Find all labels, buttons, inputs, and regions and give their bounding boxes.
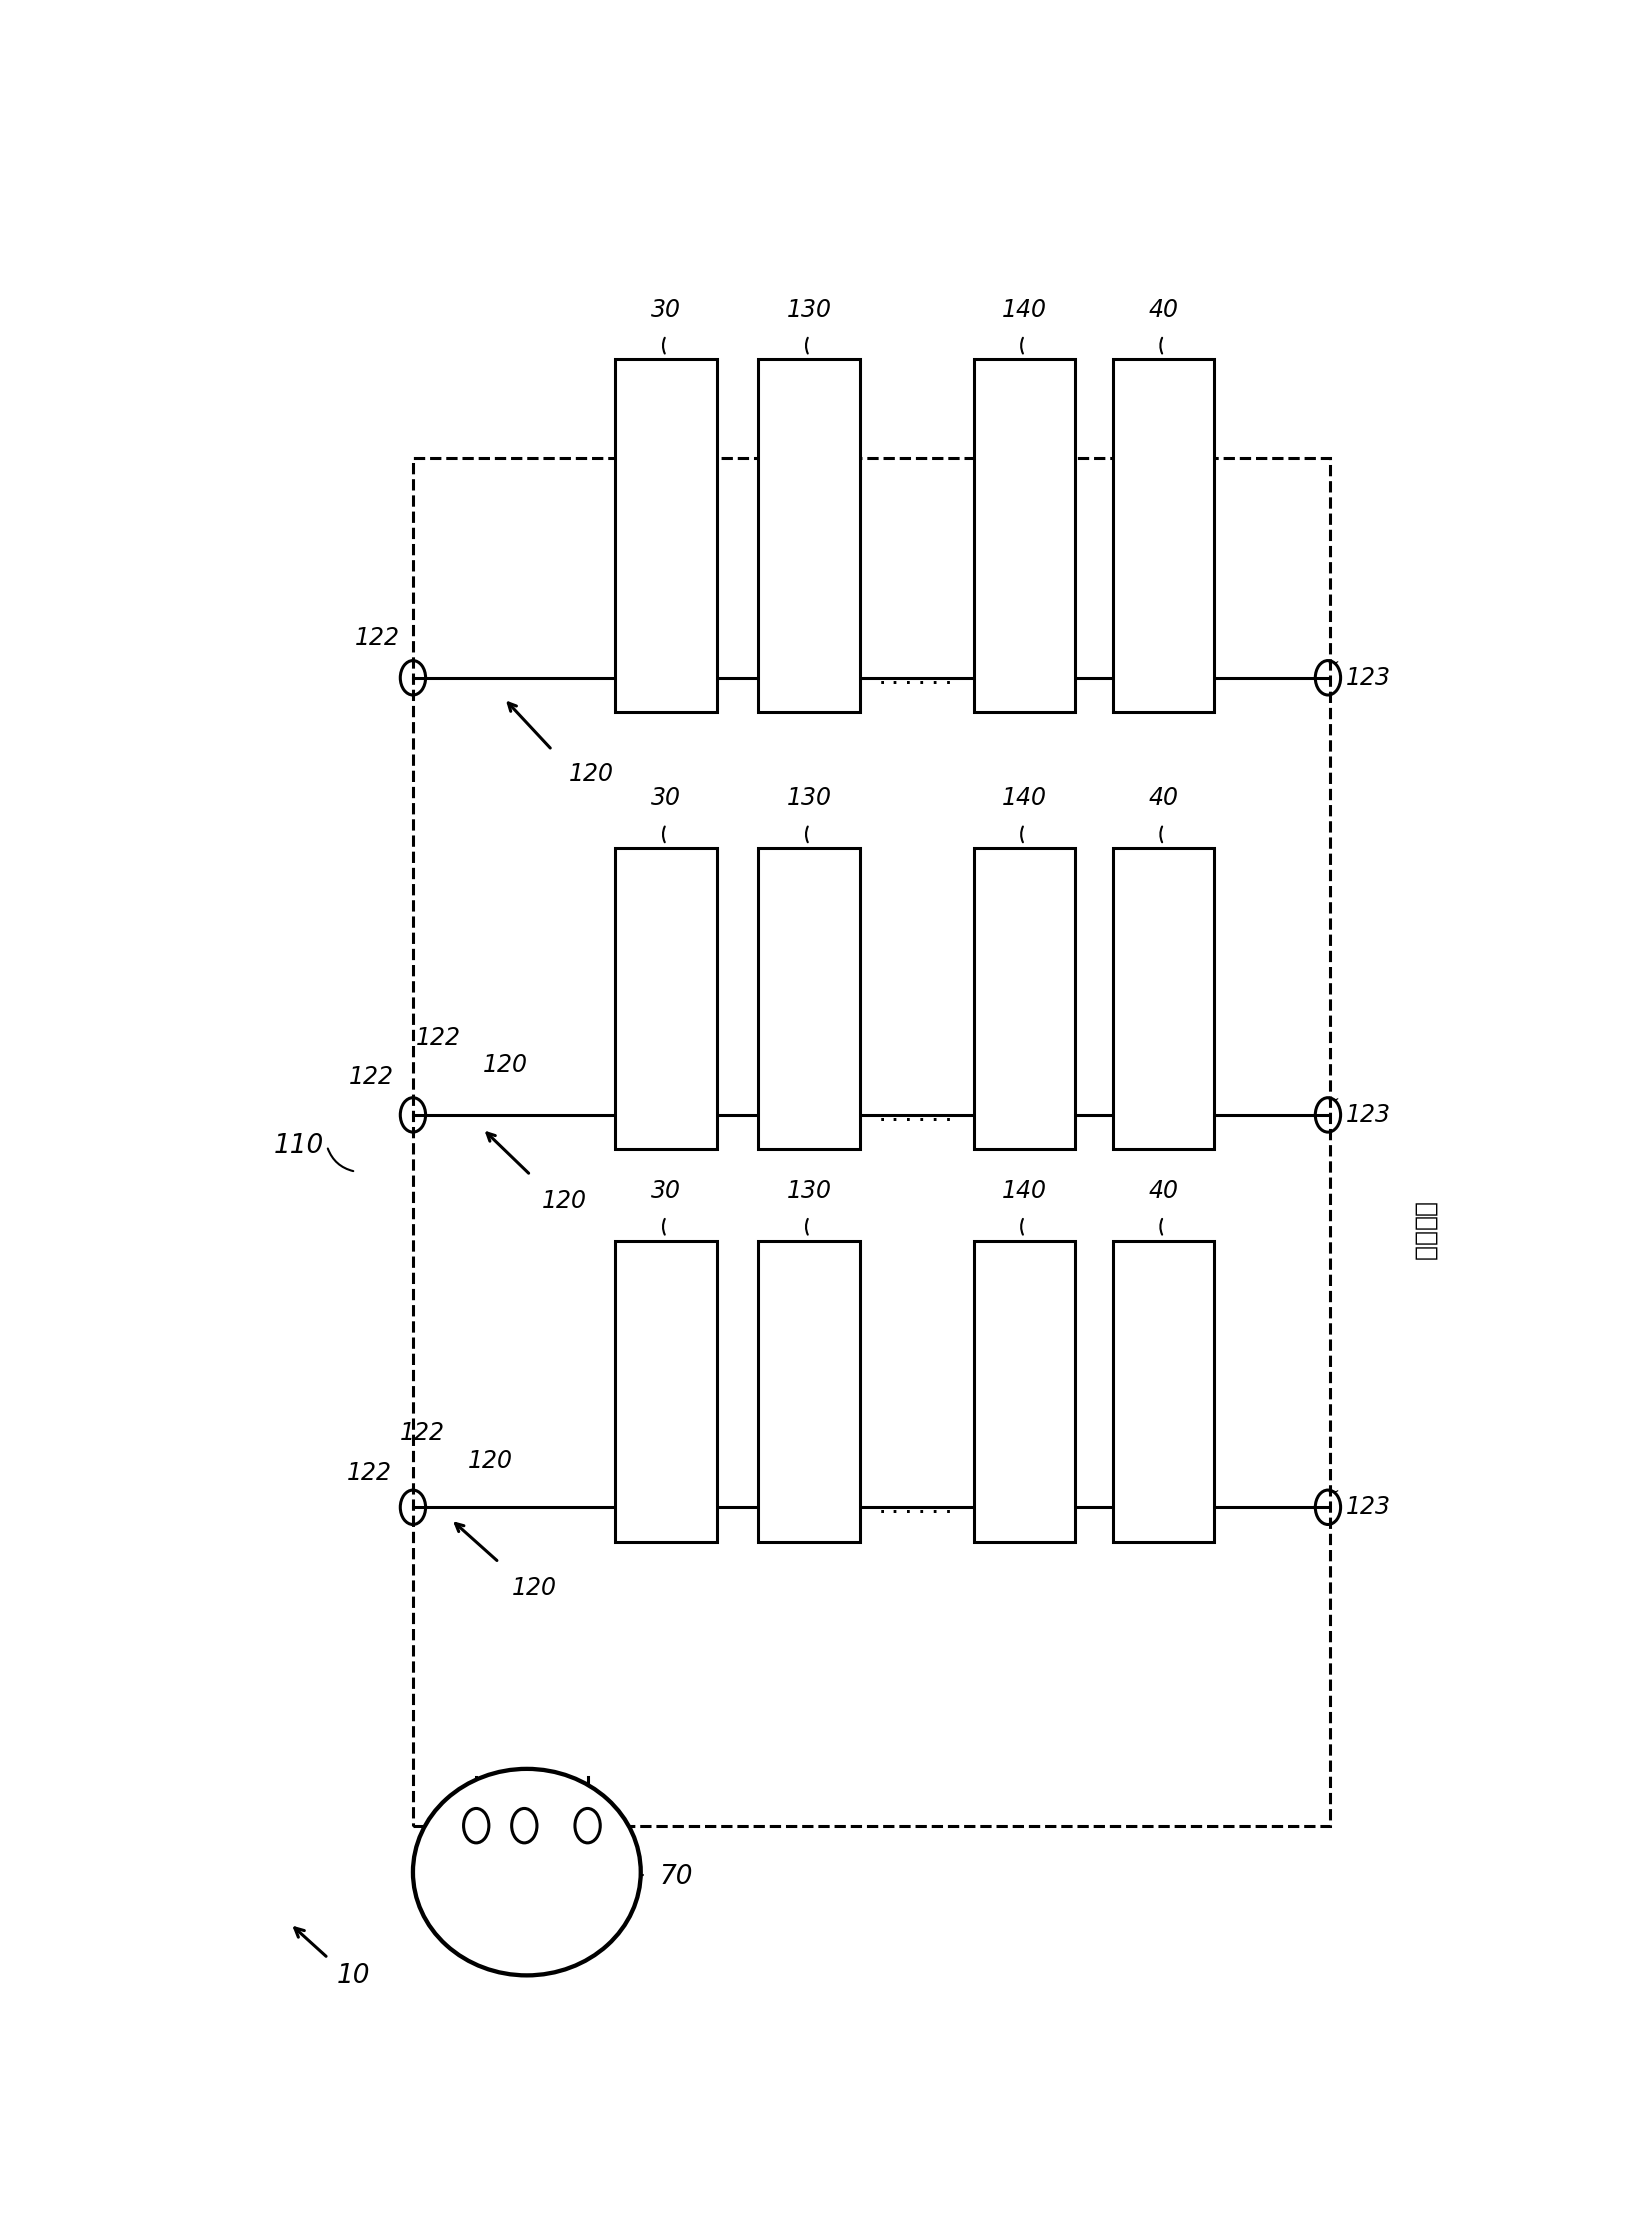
Text: 110: 110 — [274, 1133, 325, 1160]
Ellipse shape — [413, 1768, 640, 1976]
Text: 123: 123 — [1345, 1102, 1390, 1126]
Text: 40: 40 — [1147, 297, 1178, 322]
Text: 120: 120 — [568, 762, 614, 787]
Bar — [1111, 1240, 1213, 1542]
Text: 现有技术: 现有技术 — [1413, 1202, 1436, 1263]
Text: 120: 120 — [467, 1448, 512, 1473]
Text: 40: 40 — [1147, 1178, 1178, 1202]
Bar — [757, 360, 858, 713]
Text: 30: 30 — [651, 378, 681, 400]
Text: 123: 123 — [1345, 1495, 1390, 1520]
Bar — [615, 1240, 716, 1542]
Text: 70: 70 — [659, 1864, 694, 1891]
Text: 140: 140 — [1000, 297, 1046, 322]
Text: 40: 40 — [1147, 787, 1178, 811]
Text: 122: 122 — [416, 1026, 460, 1050]
Text: 130: 130 — [787, 787, 831, 811]
Text: 140: 140 — [1000, 1178, 1046, 1202]
Text: 130: 130 — [787, 1178, 831, 1202]
Text: 122: 122 — [356, 626, 400, 650]
Text: ......: ...... — [875, 668, 955, 688]
Bar — [973, 360, 1074, 713]
Text: 122: 122 — [400, 1421, 444, 1446]
Text: 30: 30 — [651, 1178, 681, 1202]
Text: 10: 10 — [336, 1962, 370, 1989]
Text: 30: 30 — [651, 787, 681, 811]
Bar — [757, 847, 858, 1149]
Text: 130: 130 — [787, 297, 831, 322]
Text: ......: ...... — [875, 1104, 955, 1124]
Text: ~: ~ — [1325, 1484, 1338, 1500]
Text: 130: 130 — [787, 378, 831, 400]
Bar — [1111, 847, 1213, 1149]
Bar — [973, 1240, 1074, 1542]
Bar — [615, 847, 716, 1149]
Text: ......: ...... — [875, 1497, 955, 1518]
Bar — [615, 360, 716, 713]
Bar — [973, 847, 1074, 1149]
Bar — [413, 458, 1330, 1826]
Bar — [757, 1240, 858, 1542]
Text: ~: ~ — [1325, 1091, 1338, 1106]
Text: 30: 30 — [651, 297, 681, 322]
Text: ~: ~ — [625, 1860, 640, 1877]
Text: 122: 122 — [349, 1066, 393, 1088]
Text: 140: 140 — [1000, 787, 1046, 811]
Text: 40: 40 — [1147, 378, 1178, 400]
Text: 120: 120 — [511, 1576, 557, 1600]
Text: ~: ~ — [1325, 655, 1338, 668]
Text: 123: 123 — [1345, 666, 1390, 691]
Text: 120: 120 — [483, 1053, 527, 1077]
Text: 120: 120 — [542, 1189, 586, 1214]
Text: 140: 140 — [1000, 378, 1046, 400]
Bar — [1111, 360, 1213, 713]
Text: 122: 122 — [346, 1462, 392, 1484]
